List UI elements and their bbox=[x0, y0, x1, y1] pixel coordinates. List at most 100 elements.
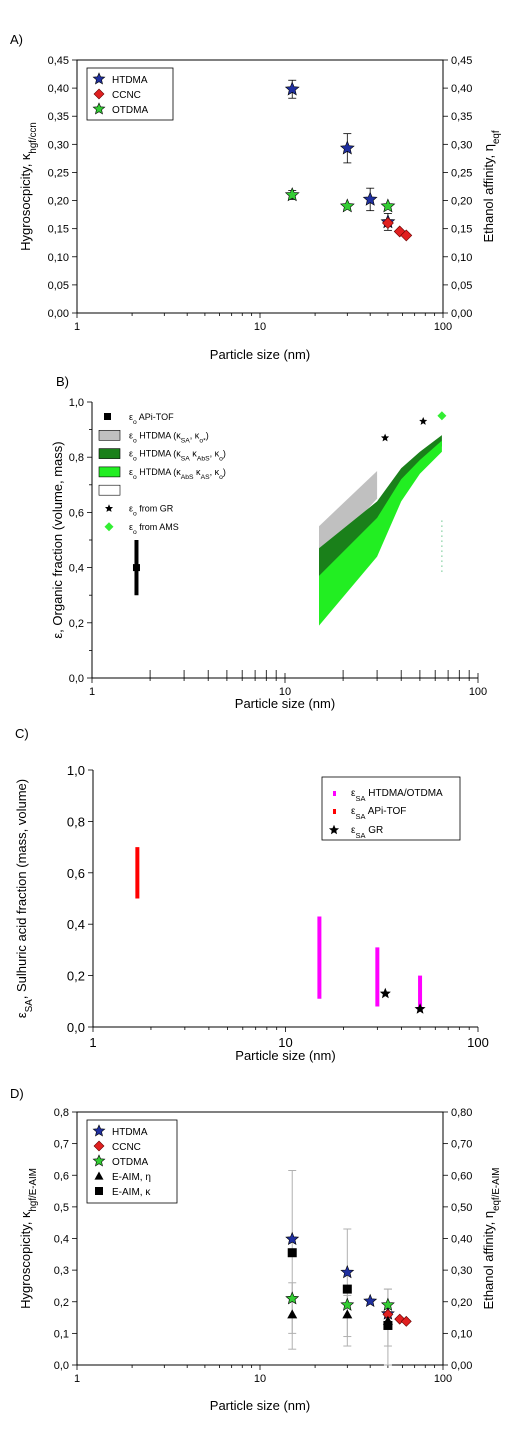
data-point-otdma bbox=[339, 198, 355, 213]
y-tick-label-right: 0,60 bbox=[451, 1170, 472, 1182]
y-tick-label: 1,0 bbox=[69, 397, 84, 409]
y-tick-label-right: 0,20 bbox=[451, 1297, 472, 1309]
legend-label: CCNC bbox=[112, 90, 141, 101]
legend-label: εo APi-TOF bbox=[129, 412, 174, 426]
legend-label: εSA APi-TOF bbox=[351, 806, 406, 821]
legend-box bbox=[321, 776, 461, 841]
legend-swatch bbox=[98, 429, 121, 441]
legend-label: εo HTDMA (κAbS κAS, κo) bbox=[129, 467, 226, 481]
y-tick-label: 0,6 bbox=[54, 1170, 69, 1182]
legend-marker bbox=[328, 824, 340, 835]
y-axis-label: ε, Organic fraction (volume, mass) bbox=[50, 441, 65, 638]
legend-label: εo from AMS bbox=[129, 522, 179, 536]
x-tick-label: 1 bbox=[89, 686, 95, 698]
y-tick-label: 0,8 bbox=[69, 452, 84, 464]
data-point-e-aim- bbox=[287, 1248, 297, 1258]
x-axis-label: Particle size (nm) bbox=[210, 347, 310, 362]
panel-label: D) bbox=[10, 1086, 24, 1101]
y-tick-label-right: 0,45 bbox=[451, 55, 472, 67]
data-point-htdma bbox=[339, 140, 355, 155]
x-tick-label: 10 bbox=[279, 686, 291, 698]
gr-point bbox=[380, 433, 390, 442]
y-tick-label-right: 0,80 bbox=[451, 1107, 472, 1119]
legend-swatch bbox=[98, 448, 121, 459]
data-point-e-aim- bbox=[287, 1309, 298, 1319]
y-tick-label-right: 0,30 bbox=[451, 1265, 472, 1277]
y-tick-label: 0,45 bbox=[48, 55, 69, 67]
y-tick-label-right: 0,05 bbox=[451, 280, 472, 292]
panel-label: B) bbox=[56, 374, 69, 389]
data-point-htdma bbox=[362, 191, 378, 206]
legend-marker bbox=[104, 413, 111, 420]
legend-label: HTDMA bbox=[112, 1127, 148, 1138]
legend-label: E-AIM, η bbox=[112, 1172, 151, 1183]
legend-label: εo from GR bbox=[129, 504, 174, 518]
legend-marker bbox=[93, 1140, 105, 1152]
y-tick-label: 0,8 bbox=[54, 1107, 69, 1119]
legend-marker bbox=[333, 791, 336, 796]
data-point-ccnc bbox=[400, 1315, 412, 1327]
data-point-e-aim- bbox=[342, 1309, 353, 1319]
x-axis-label: Particle size (nm) bbox=[210, 1398, 310, 1413]
data-point-htdma bbox=[284, 81, 300, 96]
legend-label: OTDMA bbox=[112, 1157, 148, 1168]
legend-label: εo HTDMA (κSA, κo*) bbox=[129, 430, 209, 444]
legend-label: CCNC bbox=[112, 1142, 141, 1153]
api-tof-point bbox=[132, 564, 140, 572]
y-tick-label: 0,30 bbox=[48, 139, 69, 151]
legend-label: εSA HTDMA/OTDMA bbox=[351, 788, 443, 803]
y-tick-label-right: 0,30 bbox=[451, 139, 472, 151]
panel-label: C) bbox=[15, 726, 29, 741]
x-axis-label: Particle size (nm) bbox=[235, 1048, 335, 1063]
y-tick-label-right: 0,10 bbox=[451, 1328, 472, 1340]
y-tick-label-right: 0,10 bbox=[451, 252, 472, 264]
y-tick-label: 0,35 bbox=[48, 111, 69, 123]
y-tick-label: 0,8 bbox=[67, 814, 85, 829]
data-point-ccnc bbox=[381, 217, 394, 229]
data-point-ccnc bbox=[400, 229, 413, 242]
data-point-otdma bbox=[340, 1297, 355, 1311]
y-tick-label: 0,5 bbox=[54, 1202, 69, 1214]
legend-marker bbox=[94, 1171, 104, 1180]
legend-marker bbox=[93, 88, 105, 100]
legend-label: εo HTDMA (κSA κAbS, κo) bbox=[129, 449, 226, 463]
legend-marker bbox=[333, 809, 336, 814]
x-tick-label: 1 bbox=[74, 1373, 80, 1385]
legend-label: εSA GR bbox=[351, 825, 383, 840]
legend-label: HTDMA bbox=[112, 75, 148, 86]
legend-marker bbox=[104, 522, 114, 532]
x-tick-label: 10 bbox=[278, 1035, 292, 1050]
data-point-otdma bbox=[380, 198, 396, 213]
y-tick-label: 0,0 bbox=[54, 1360, 69, 1372]
y-tick-label: 0,4 bbox=[54, 1234, 69, 1246]
x-axis-label: Particle size (nm) bbox=[235, 696, 335, 711]
y-axis-label: Hygrosocpicity, κhgf/ccn bbox=[18, 122, 39, 251]
y-tick-label-right: 0,50 bbox=[451, 1202, 472, 1214]
y-tick-label: 0,1 bbox=[54, 1328, 69, 1340]
y-tick-label: 0,7 bbox=[54, 1139, 69, 1151]
legend-marker bbox=[92, 72, 106, 85]
y-axis-label-right: Ethanol affinity, ηeqf bbox=[481, 130, 502, 242]
data-point-otdma bbox=[380, 1297, 395, 1311]
y-tick-label: 0,25 bbox=[48, 167, 69, 179]
y-tick-label: 0,4 bbox=[67, 917, 85, 932]
y-tick-label: 0,2 bbox=[69, 618, 84, 630]
data-point-e-aim- bbox=[342, 1284, 352, 1294]
y-tick-label-right: 0,25 bbox=[451, 167, 472, 179]
y-tick-label: 0,20 bbox=[48, 196, 69, 208]
x-tick-label: 100 bbox=[434, 321, 452, 333]
y-tick-label: 0,4 bbox=[69, 563, 84, 575]
gr-point bbox=[379, 987, 391, 999]
legend-swatch bbox=[98, 466, 121, 478]
x-tick-label: 10 bbox=[254, 1373, 266, 1385]
y-tick-label: 0,0 bbox=[69, 673, 84, 685]
legend-marker bbox=[104, 504, 114, 512]
y-tick-label: 0,0 bbox=[67, 1020, 85, 1035]
legend-marker bbox=[92, 102, 106, 115]
y-tick-label: 0,05 bbox=[48, 280, 69, 292]
data-point-e-aim- bbox=[383, 1320, 393, 1330]
y-tick-label-right: 0,35 bbox=[451, 111, 472, 123]
data-point-htdma bbox=[285, 1231, 300, 1246]
y-tick-label: 0,10 bbox=[48, 252, 69, 264]
